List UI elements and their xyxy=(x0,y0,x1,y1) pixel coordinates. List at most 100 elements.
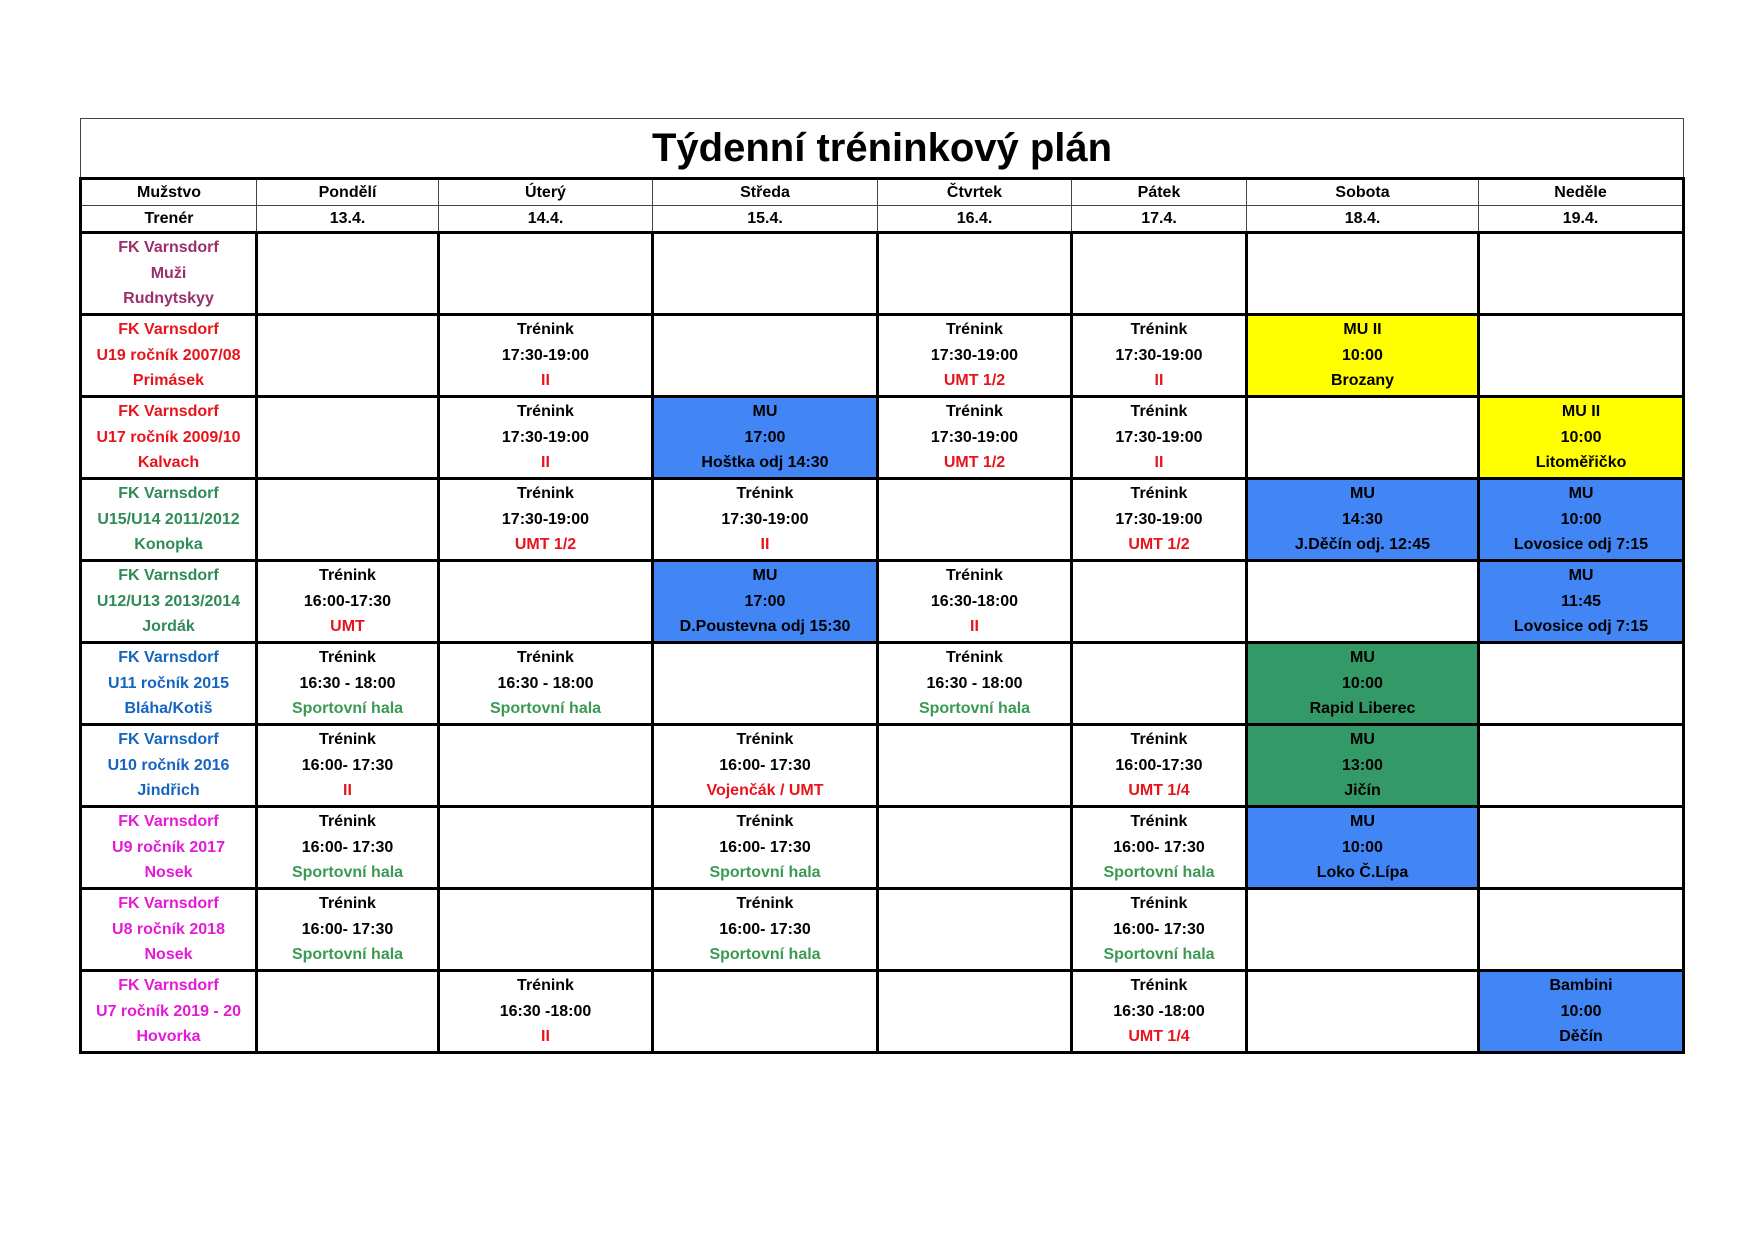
schedule-cell xyxy=(255,313,440,398)
coach-name: Bláha/Kotiš xyxy=(124,700,213,718)
team-cell: FK Varnsdorf U17 ročník 2009/10 Kalvach xyxy=(79,395,258,480)
schedule-cell xyxy=(437,559,654,644)
event-time: 17:30-19:00 xyxy=(721,510,809,528)
event-location: Sportovní hala xyxy=(709,864,821,882)
event-type: Trénink xyxy=(517,649,574,667)
event-location: II xyxy=(1154,372,1164,390)
event-time: 11:45 xyxy=(1561,592,1602,610)
training-plan-table: Týdenní tréninkový plán Mužstvo Pondělí Ú… xyxy=(79,118,1686,1054)
date-header: 19.4. xyxy=(1477,205,1686,234)
event-time: 16:00- 17:30 xyxy=(301,838,394,856)
schedule-cell: Trénink 17:30-19:00 II xyxy=(437,395,654,480)
event-type: Trénink xyxy=(736,895,794,913)
team-cell: FK Varnsdorf U7 ročník 2019 - 20 Hovorka xyxy=(79,969,258,1054)
table-row: FK Varnsdorf U11 ročník 2015 Bláha/Kotiš Tr… xyxy=(79,641,1686,726)
event-type: Trénink xyxy=(319,731,376,749)
event-type: Trénink xyxy=(1130,321,1188,339)
event-time: 17:30-19:00 xyxy=(501,346,590,364)
schedule-cell: Trénink 16:30 - 18:00 Sportovní hala xyxy=(876,641,1073,726)
event-type: Trénink xyxy=(517,403,574,421)
schedule-cell xyxy=(651,641,879,726)
event-type: Trénink xyxy=(946,403,1003,421)
event-time: 17:30-19:00 xyxy=(1115,510,1203,528)
date-header: 18.4. xyxy=(1246,205,1479,234)
club-name: FK Varnsdorf xyxy=(118,567,219,585)
date-header: 16.4. xyxy=(877,205,1072,234)
event-location: Sportovní hala xyxy=(918,700,1031,718)
team-column-header: Mužstvo xyxy=(79,178,257,206)
event-type: Trénink xyxy=(1130,977,1188,995)
event-type: Trénink xyxy=(517,321,574,339)
table-row: FK Varnsdorf U8 ročník 2018 Nosek Trénink 16… xyxy=(79,887,1686,972)
schedule-cell xyxy=(876,805,1073,890)
event-location: II xyxy=(1154,454,1164,472)
date-header: 13.4. xyxy=(256,205,439,234)
event-location: Sportovní hala xyxy=(291,700,404,718)
coach-name: Nosek xyxy=(144,864,193,882)
event-time: 16:00- 17:30 xyxy=(1113,920,1205,938)
day-header: Středa xyxy=(652,178,878,206)
coach-name: Hovorka xyxy=(136,1028,201,1046)
coach-name: Konopka xyxy=(134,536,203,554)
event-type: Trénink xyxy=(517,485,574,503)
event-time: 17:30-19:00 xyxy=(930,346,1019,364)
coach-name: Primásek xyxy=(132,372,205,390)
schedule-cell xyxy=(1476,805,1686,890)
event-time: 10:00 xyxy=(1342,674,1383,692)
event-type: Trénink xyxy=(1130,485,1188,503)
event-location: UMT 1/2 xyxy=(943,372,1006,390)
event-time: 16:00- 17:30 xyxy=(301,756,394,774)
schedule-cell: Trénink 16:00-17:30 UMT xyxy=(255,559,440,644)
event-type: Trénink xyxy=(736,813,794,831)
schedule-cell: MU 10:00 Lovosice odj 7:15 xyxy=(1476,477,1686,562)
event-type: Trénink xyxy=(319,567,376,585)
event-type: MU xyxy=(1568,567,1594,585)
schedule-cell: Trénink 16:00-17:30 UMT 1/4 xyxy=(1070,723,1248,808)
event-location: Sportovní hala xyxy=(489,700,602,718)
event-type: Trénink xyxy=(1130,403,1188,421)
table-row: FK Varnsdorf U9 ročník 2017 Nosek Trénink 16… xyxy=(79,805,1686,890)
schedule-cell: Trénink 17:30-19:00 II xyxy=(437,313,654,398)
event-location: II xyxy=(541,372,550,390)
event-time: 14:30 xyxy=(1342,510,1383,528)
event-location: II xyxy=(541,454,550,472)
schedule-cell: MU II 10:00 Brozany xyxy=(1245,313,1480,398)
event-location: II xyxy=(343,782,352,800)
club-name: FK Varnsdorf xyxy=(118,239,219,257)
event-location: UMT 1/2 xyxy=(514,536,577,554)
event-type: MU xyxy=(752,403,778,421)
schedule-cell: Trénink 17:30-19:00 UMT 1/2 xyxy=(876,313,1073,398)
event-time: 10:00 xyxy=(1342,346,1383,364)
schedule-cell xyxy=(1245,559,1480,644)
event-type: MU xyxy=(752,567,778,585)
event-type: Trénink xyxy=(1130,813,1188,831)
schedule-cell: Trénink 16:00- 17:30 Sportovní hala xyxy=(651,887,879,972)
schedule-cell xyxy=(876,887,1073,972)
schedule-cell: Trénink 16:00- 17:30 II xyxy=(255,723,440,808)
event-time: 16:00- 17:30 xyxy=(301,920,394,938)
schedule-cell xyxy=(651,969,879,1054)
schedule-cell: MU 10:00 Rapid Liberec xyxy=(1245,641,1480,726)
event-time: 16:30 - 18:00 xyxy=(926,674,1023,692)
schedule-cell xyxy=(1245,887,1480,972)
event-time: 13:00 xyxy=(1342,756,1383,774)
coach-column-header: Trenér xyxy=(79,205,257,234)
event-type: MU xyxy=(1350,485,1375,503)
schedule-cell: Trénink 16:00- 17:30 Sportovní hala xyxy=(255,887,440,972)
schedule-cell: Trénink 16:00- 17:30 Sportovní hala xyxy=(651,805,879,890)
event-time: 16:00- 17:30 xyxy=(719,920,811,938)
event-type: MU II xyxy=(1561,403,1601,421)
event-location: Hoštka odj 14:30 xyxy=(701,454,829,472)
club-name: FK Varnsdorf xyxy=(118,321,219,339)
team-name: U12/U13 2013/2014 xyxy=(96,592,241,610)
event-type: MU II xyxy=(1343,321,1382,339)
event-location: Litoměřičko xyxy=(1535,454,1627,472)
schedule-cell xyxy=(1245,969,1480,1054)
event-location: II xyxy=(541,1028,550,1046)
event-location: Vojenčák / UMT xyxy=(706,782,824,800)
schedule-cell xyxy=(255,477,440,562)
schedule-cell xyxy=(1245,231,1480,316)
event-time: 16:00-17:30 xyxy=(303,592,392,610)
coach-name: Nosek xyxy=(144,946,193,964)
schedule-cell: Trénink 16:30 - 18:00 Sportovní hala xyxy=(437,641,654,726)
